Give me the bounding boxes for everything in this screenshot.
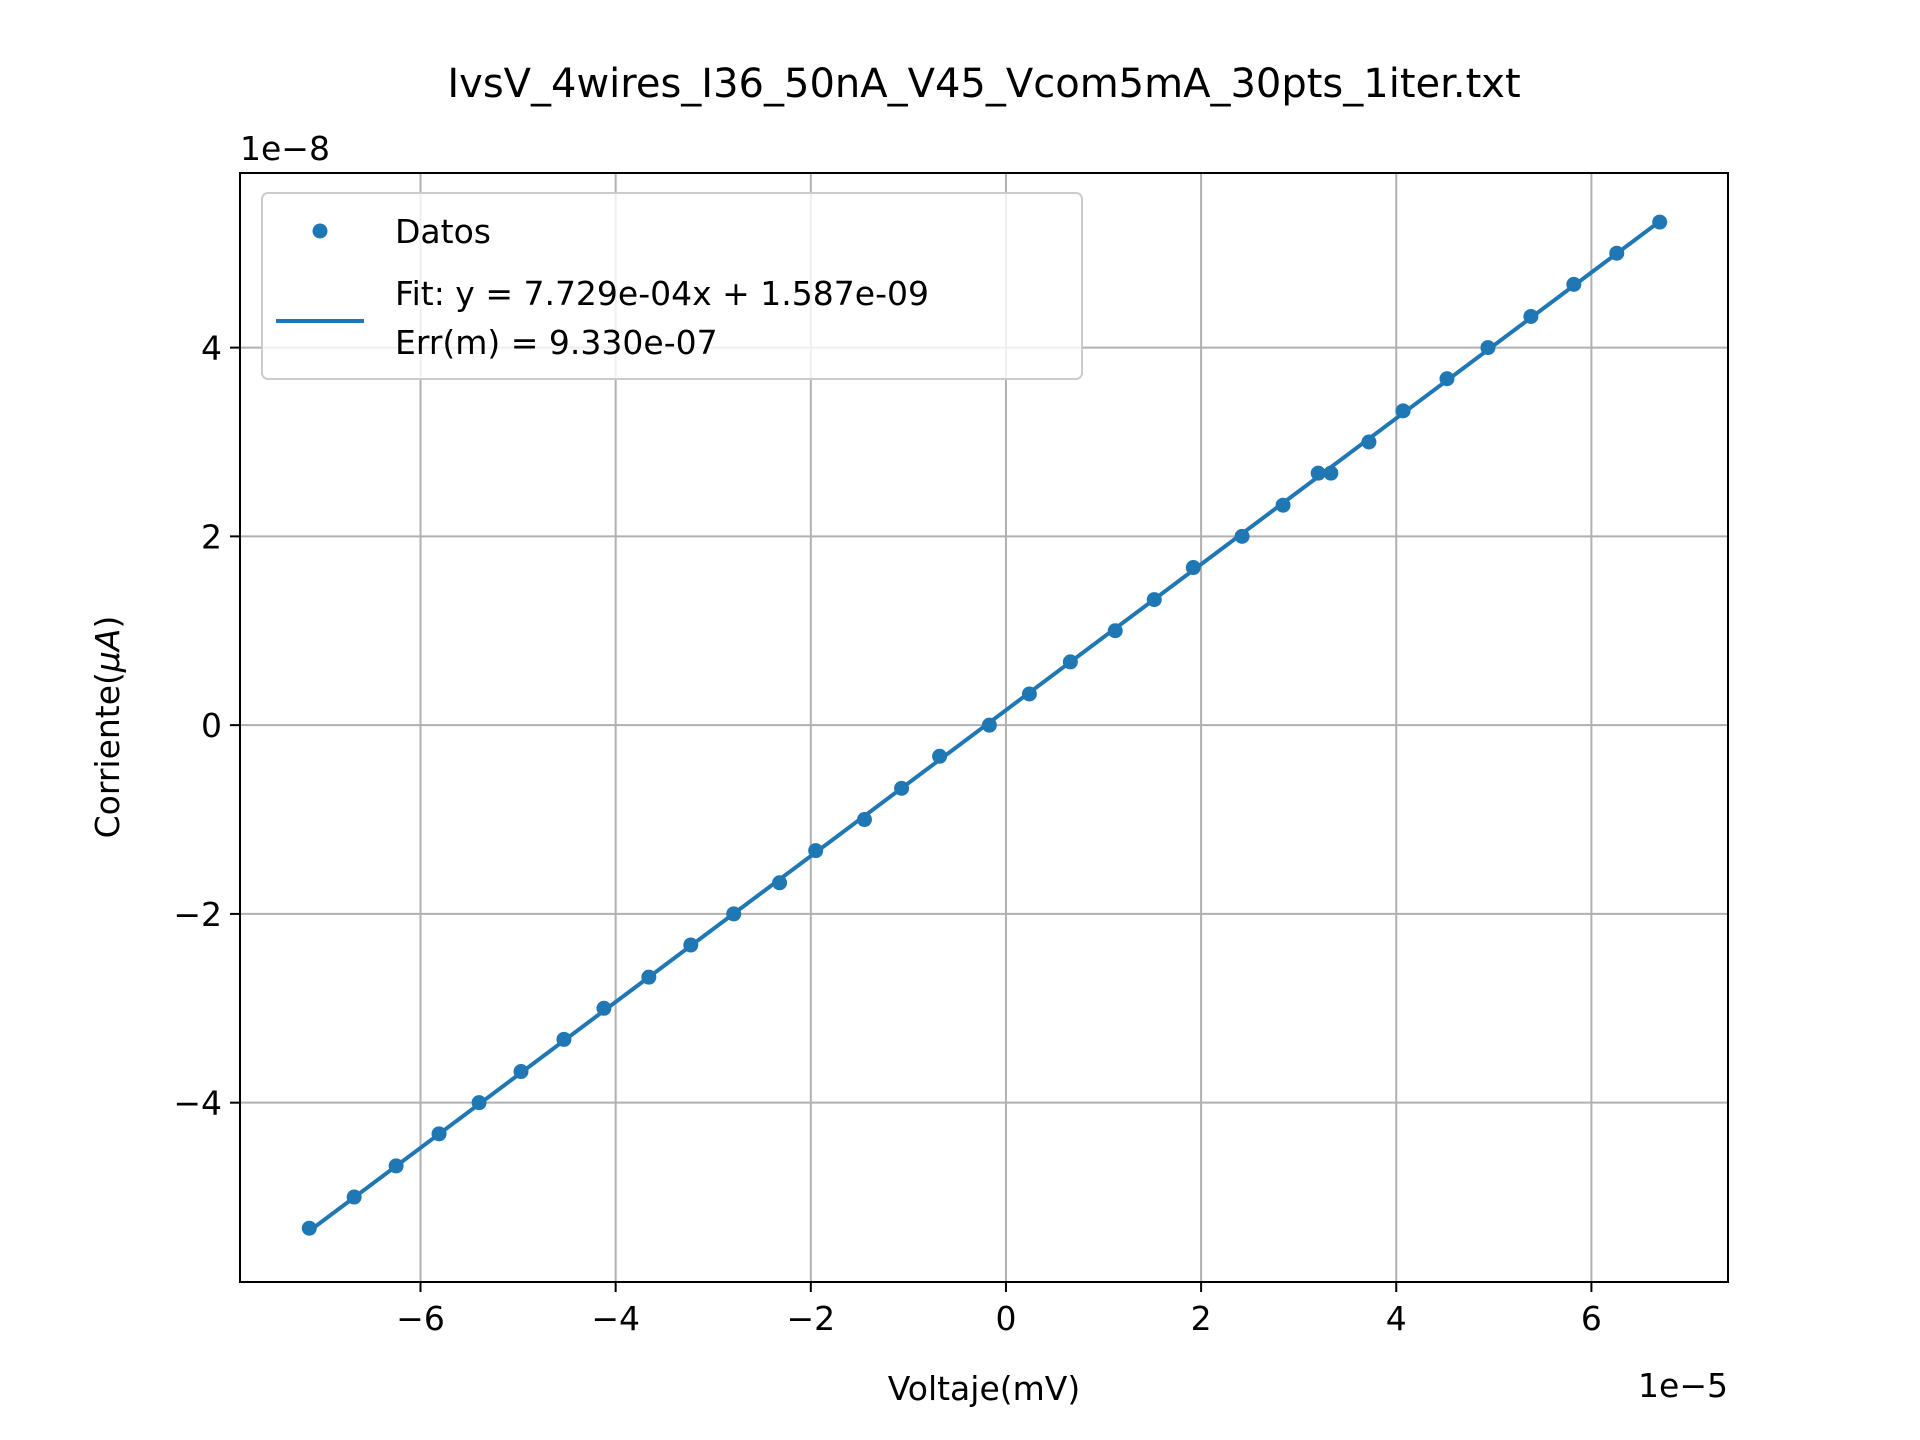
data-point <box>556 1031 572 1047</box>
y-axis-label-suffix: ) <box>88 616 127 629</box>
data-point <box>683 937 699 953</box>
data-point <box>1310 465 1326 481</box>
x-tick-label: −2 <box>786 1299 835 1338</box>
data-point <box>1107 623 1123 639</box>
legend-fit-label-line2: Err(m) = 9.330e-07 <box>395 323 718 362</box>
plot-frame <box>239 172 1729 1283</box>
data-point <box>1062 654 1078 670</box>
data-point <box>641 969 657 985</box>
x-tick-label: 2 <box>1191 1299 1212 1338</box>
legend-scatter-label: Datos <box>395 212 491 251</box>
y-tick-label: 2 <box>201 517 222 556</box>
y-tick-label: −4 <box>173 1084 222 1123</box>
data-point <box>1234 528 1250 544</box>
data-point <box>856 812 872 828</box>
y-tick-label: 0 <box>201 706 222 745</box>
data-point <box>1275 497 1291 513</box>
x-tick-label: −6 <box>396 1299 445 1338</box>
data-point <box>808 843 824 859</box>
data-point <box>301 1220 317 1236</box>
data-point <box>1439 371 1455 387</box>
data-point <box>1480 340 1496 356</box>
data-point <box>1523 308 1539 324</box>
data-point <box>772 875 788 891</box>
x-tick-label: 6 <box>1581 1299 1602 1338</box>
legend: Datos Fit: y = 7.729e-04x + 1.587e-09 Er… <box>261 192 1083 380</box>
data-point <box>1609 245 1625 261</box>
x-offset-label: 1e−5 <box>1638 1366 1728 1405</box>
data-point <box>1361 434 1377 450</box>
data-point <box>932 748 948 764</box>
legend-fit-label-line1: Fit: y = 7.729e-04x + 1.587e-09 <box>395 274 929 313</box>
x-tick-label: 0 <box>995 1299 1016 1338</box>
y-axis-label: Corriente(μA) <box>88 616 127 839</box>
y-offset-label: 1e−8 <box>240 129 330 168</box>
legend-box <box>261 192 1083 380</box>
chart-title: IvsV_4wires_I36_50nA_V45_Vcom5mA_30pts_1… <box>447 61 1520 107</box>
data-point <box>1395 403 1411 419</box>
data-points-layer <box>301 214 1668 1236</box>
data-point <box>1021 686 1037 702</box>
x-axis-label: Voltaje(mV) <box>888 1369 1080 1408</box>
data-point <box>981 717 997 733</box>
data-point <box>726 906 742 922</box>
data-point <box>1323 465 1339 481</box>
data-point <box>431 1126 447 1142</box>
data-point <box>346 1189 362 1205</box>
y-tick-label: −2 <box>173 895 222 934</box>
y-axis-label-mu: μ <box>88 651 127 673</box>
x-tick-label: 4 <box>1386 1299 1407 1338</box>
data-point <box>1652 214 1668 230</box>
data-point <box>596 1000 612 1016</box>
data-point <box>388 1158 404 1174</box>
legend-scatter-marker <box>312 223 328 239</box>
data-point <box>1146 592 1162 608</box>
y-axis-label-unit: A <box>88 629 127 654</box>
data-point <box>1566 276 1582 292</box>
data-point <box>894 780 910 796</box>
x-tick-label: −4 <box>591 1299 640 1338</box>
y-tick-label: 4 <box>201 329 222 368</box>
data-point <box>471 1095 487 1111</box>
y-axis-label-prefix: Corriente( <box>88 672 127 838</box>
data-point <box>513 1064 529 1080</box>
axis-ticks: −6 −4 −2 0 2 4 6 −4 −2 0 2 4 <box>173 329 1602 1338</box>
data-point <box>1185 560 1201 576</box>
